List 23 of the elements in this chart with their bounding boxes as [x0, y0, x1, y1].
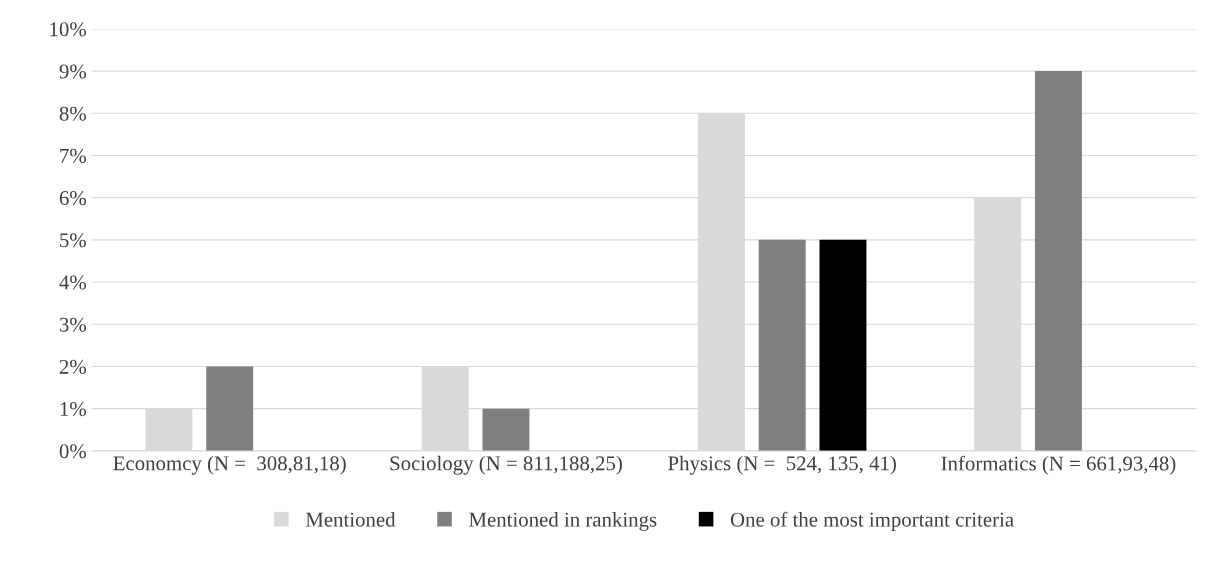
legend-label: Mentioned in rankings	[469, 512, 657, 531]
bar	[1034, 71, 1082, 451]
legend-label: Mentioned	[305, 512, 396, 527]
x-tick-label: Sociology (N = 811,188,25)	[390, 455, 622, 475]
x-tick-label: Informatics (N = 661,93,48)	[941, 455, 1176, 475]
y-tick-label: 9%	[59, 64, 86, 79]
y-tick-label: 3%	[59, 317, 86, 332]
bar	[482, 408, 530, 451]
bar	[819, 239, 867, 451]
y-tick-label: 0%	[59, 444, 86, 459]
y-tick-label: 6%	[59, 191, 86, 206]
legend-label: One of the most important criteria	[730, 511, 1014, 531]
y-tick-label: 4%	[59, 275, 86, 290]
y-tick-label: 5%	[60, 233, 86, 248]
y-tick-label: 1%	[60, 402, 86, 417]
x-tick-label: Physics (N = 524, 135, 41)	[668, 455, 896, 475]
bar	[758, 239, 806, 451]
y-tick-label: 10%	[50, 22, 86, 37]
y-tick-label: 2%	[59, 359, 86, 374]
y-tick-label: 8%	[59, 106, 86, 121]
y-tick-label: 7%	[60, 148, 86, 163]
x-tick-label: Economcy (N = 308,81,18)	[113, 455, 346, 475]
bar	[206, 366, 254, 451]
